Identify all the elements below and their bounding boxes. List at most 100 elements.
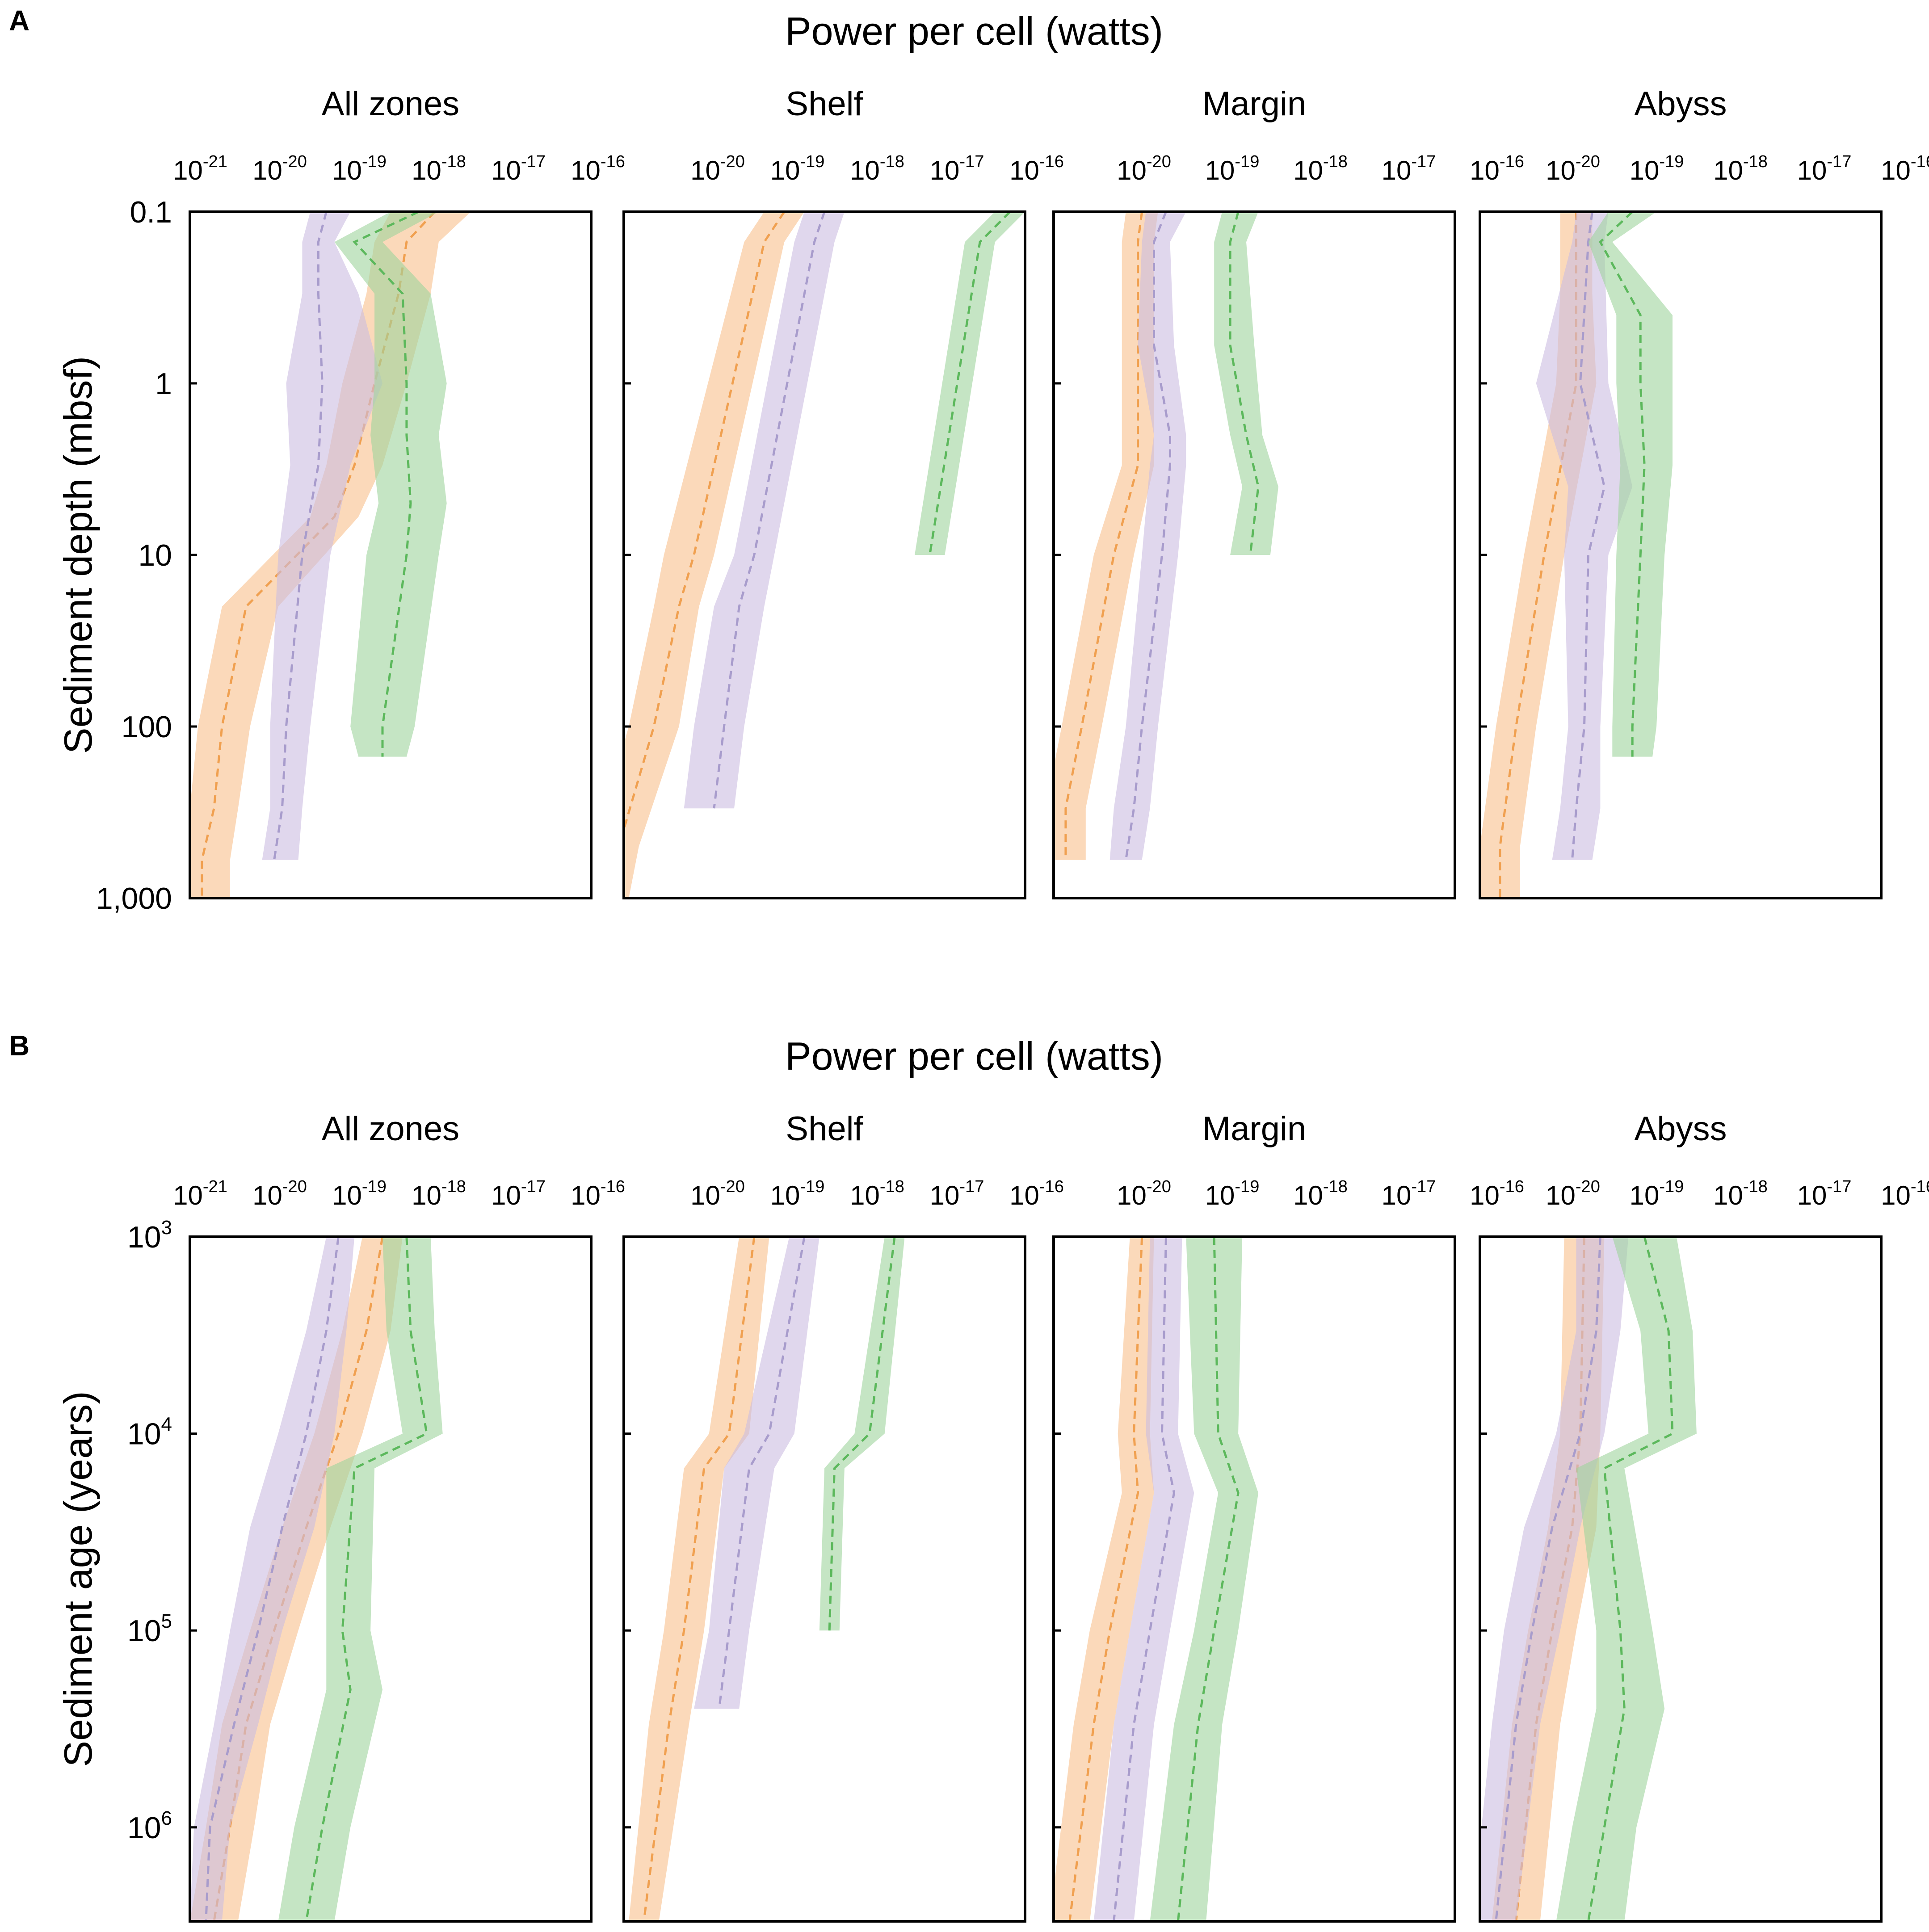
x-tick-label: 10-17 xyxy=(491,152,546,185)
x-tick-label: 10-16 xyxy=(1470,152,1524,185)
band-purple xyxy=(1109,212,1186,860)
subplot-title: All zones xyxy=(322,85,459,123)
x-tick-label: 10-16 xyxy=(1009,1177,1064,1210)
x-tick-label: 10-19 xyxy=(1630,1177,1684,1210)
band-purple xyxy=(1536,212,1633,860)
subplot-abyss: Abyss 10-20 10-19 10-18 10-17 10-16 xyxy=(1479,1110,1929,1923)
y-tick-label: 10 xyxy=(138,538,172,572)
x-tick-label: 10-17 xyxy=(1382,152,1436,185)
band-purple xyxy=(684,212,845,809)
band-green xyxy=(1588,212,1673,757)
power-title: Power per cell (watts) xyxy=(785,9,1163,53)
y-tick-label: 0.1 xyxy=(130,195,172,229)
x-tick-label: 10-18 xyxy=(1293,1177,1348,1210)
band-orange xyxy=(1054,212,1158,860)
plot-frame xyxy=(1479,1235,1883,1923)
median-line-purple xyxy=(1125,212,1171,861)
panel-A: A Power per cell (watts) Sediment depth (m… xyxy=(9,4,1929,916)
subplot-margin: Margin 10-20 10-19 10-18 10-17 10-16 xyxy=(1052,1110,1524,1923)
series-group xyxy=(624,212,1025,898)
y-tick-label: 105 xyxy=(127,1610,172,1648)
median-line-green xyxy=(1587,1237,1674,1921)
median-line-purple xyxy=(1495,1237,1601,1921)
y-tick-label: 103 xyxy=(127,1217,172,1254)
band-purple xyxy=(694,1237,820,1709)
y-axis-label: Sediment depth (mbsf) xyxy=(56,356,100,754)
median-line-green xyxy=(353,212,419,757)
subplot-margin: Margin 10-20 10-19 10-18 10-17 10-16 xyxy=(1052,85,1524,899)
subplot-all-zones: All zones 10-21 10-20 10-19 10-18 10-17 10-16 xyxy=(173,1110,625,1923)
x-tick-label: 10-17 xyxy=(1797,152,1852,185)
x-tick-label: 10-18 xyxy=(1713,152,1768,185)
band-purple xyxy=(190,1237,355,1921)
series-group xyxy=(1480,212,1673,898)
x-tick-label: 10-20 xyxy=(690,152,745,185)
x-tick-label: 10-19 xyxy=(1205,152,1260,185)
x-tick-label: 10-16 xyxy=(1881,152,1929,185)
band-green xyxy=(819,1237,905,1631)
x-tick-label: 10-19 xyxy=(1205,1177,1260,1210)
x-tick-label: 10-20 xyxy=(252,1177,307,1210)
subplot-title: Margin xyxy=(1202,85,1306,123)
x-tick-label: 10-16 xyxy=(1881,1177,1929,1210)
y-tick-label: 1,000 xyxy=(96,882,172,916)
median-line-green xyxy=(1177,1237,1240,1921)
plot-frame xyxy=(189,1235,593,1923)
x-tick-label: 10-16 xyxy=(571,152,625,185)
x-tick-label: 10-17 xyxy=(930,152,984,185)
band-purple xyxy=(1093,1237,1194,1921)
median-line-orange xyxy=(643,1237,756,1921)
x-tick-label: 10-17 xyxy=(491,1177,546,1210)
x-tick-label: 10-21 xyxy=(173,152,227,185)
x-tick-label: 10-17 xyxy=(1797,1177,1852,1210)
band-green xyxy=(1556,1237,1697,1921)
median-line-purple xyxy=(1571,212,1605,860)
x-tick-label: 10-18 xyxy=(850,1177,904,1210)
series-group xyxy=(629,1237,905,1921)
x-tick-label: 10-18 xyxy=(412,152,466,185)
panel-label: A xyxy=(9,4,29,37)
power-title: Power per cell (watts) xyxy=(785,1034,1163,1078)
band-orange xyxy=(629,1237,769,1921)
x-tick-label: 10-20 xyxy=(690,1177,745,1210)
x-tick-label: 10-18 xyxy=(1293,152,1348,185)
median-line-purple xyxy=(718,1237,806,1709)
subplot-title: Abyss xyxy=(1635,1110,1727,1148)
band-green xyxy=(334,212,447,757)
median-line-green xyxy=(828,1237,896,1631)
x-tick-label: 10-19 xyxy=(332,152,387,185)
band-green xyxy=(915,212,1025,555)
x-tick-label: 10-17 xyxy=(930,1177,984,1210)
subplot-title: Abyss xyxy=(1635,85,1727,123)
band-orange xyxy=(624,212,805,898)
subplot-shelf: Shelf 10-20 10-19 10-18 10-17 10-16 xyxy=(622,1110,1064,1923)
median-line-green xyxy=(305,1237,428,1921)
x-tick-label: 10-18 xyxy=(412,1177,466,1210)
x-tick-label: 10-20 xyxy=(1546,152,1600,185)
x-tick-label: 10-19 xyxy=(332,1177,387,1210)
x-tick-label: 10-20 xyxy=(1117,152,1171,185)
x-tick-label: 10-16 xyxy=(1470,1177,1524,1210)
x-tick-label: 10-18 xyxy=(850,152,904,185)
band-green xyxy=(1214,212,1278,555)
median-line-orange xyxy=(1068,1237,1143,1921)
band-purple xyxy=(262,212,382,860)
plot-frame xyxy=(622,1235,1026,1923)
y-axis-label: Sediment age (years) xyxy=(56,1391,100,1767)
subplot-title: All zones xyxy=(322,1110,459,1148)
band-orange xyxy=(1054,1237,1154,1921)
series-group xyxy=(1480,1237,1697,1921)
x-tick-label: 10-18 xyxy=(1713,1177,1768,1210)
median-line-green xyxy=(1229,212,1260,555)
plot-frame xyxy=(1052,1235,1456,1923)
panel-label: B xyxy=(9,1029,29,1062)
y-tick-label: 1 xyxy=(155,367,172,401)
x-tick-label: 10-20 xyxy=(1546,1177,1600,1210)
x-tick-label: 10-16 xyxy=(571,1177,625,1210)
median-line-orange xyxy=(1064,212,1143,860)
x-tick-label: 10-20 xyxy=(1117,1177,1171,1210)
series-group xyxy=(190,212,471,898)
band-green xyxy=(278,1237,443,1921)
y-tick-label: 100 xyxy=(122,710,172,744)
